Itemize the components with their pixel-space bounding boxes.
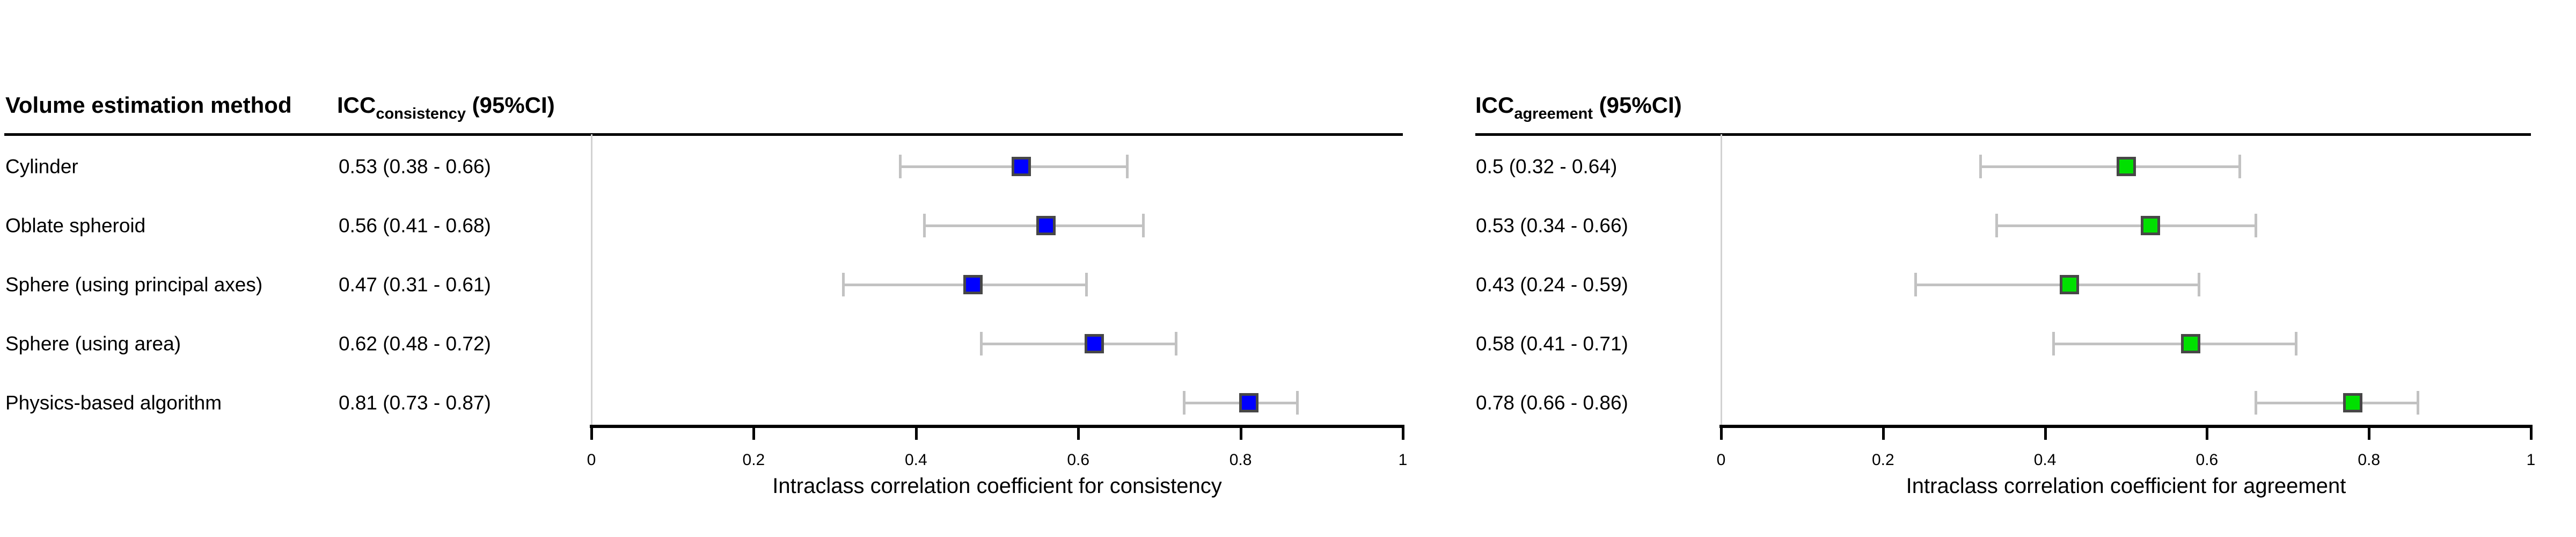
x-axis-tick-label: 0.2: [742, 451, 765, 469]
icc-consistency-header-prefix: ICC: [337, 92, 376, 118]
x-axis-tick-label: 1: [2526, 451, 2536, 469]
estimate-marker: [1012, 157, 1031, 176]
ci-cap-low: [979, 332, 983, 355]
method-label: Oblate spheroid: [5, 214, 146, 237]
ci-whisker: [924, 224, 1144, 227]
x-axis-line: [590, 425, 1404, 428]
ci-cap-high: [2416, 391, 2419, 415]
ci-cap-high: [1296, 391, 1299, 415]
ci-whisker: [1980, 165, 2240, 168]
ci-cap-low: [2052, 332, 2055, 355]
ci-value-label: 0.53 (0.34 - 0.66): [1476, 214, 1628, 237]
icc-consistency-header-subscript: consistency: [376, 105, 466, 122]
ci-value-label: 0.5 (0.32 - 0.64): [1476, 155, 1618, 178]
x-axis-tick-label: 1: [1398, 451, 1408, 469]
header-rule-left: [4, 133, 1403, 136]
icc-agreement-header: ICCagreement (95%CI): [1475, 92, 1682, 122]
zero-gridline: [591, 134, 592, 426]
ci-value-label: 0.58 (0.41 - 0.71): [1476, 332, 1628, 355]
x-axis-tick: [914, 428, 918, 440]
ci-value-label: 0.47 (0.31 - 0.61): [339, 273, 491, 296]
ci-cap-high: [2295, 332, 2298, 355]
ci-cap-low: [2254, 391, 2257, 415]
x-axis-tick-label: 0.8: [2358, 451, 2381, 469]
icc-consistency-header-suffix: (95%CI): [465, 92, 555, 118]
icc-consistency-header: ICCconsistency (95%CI): [337, 92, 555, 122]
x-axis-tick: [2044, 428, 2047, 440]
icc-agreement-header-suffix: (95%CI): [1593, 92, 1682, 118]
method-label: Sphere (using area): [5, 332, 181, 355]
ci-value-label: 0.53 (0.38 - 0.66): [339, 155, 491, 178]
ci-cap-high: [1085, 273, 1088, 296]
column-header-method: Volume estimation method: [5, 92, 292, 118]
x-axis-tick: [2368, 428, 2371, 440]
estimate-marker: [1036, 216, 1056, 235]
estimate-marker: [1239, 393, 1258, 412]
ci-cap-high: [2254, 214, 2257, 237]
icc-agreement-header-subscript: agreement: [1514, 105, 1593, 122]
x-axis-tick-label: 0.6: [2196, 451, 2219, 469]
ci-cap-low: [898, 155, 902, 178]
x-axis-tick-label: 0.4: [2033, 451, 2057, 469]
estimate-marker: [2116, 157, 2136, 176]
x-axis-tick: [1402, 428, 1404, 440]
estimate-marker: [2343, 393, 2363, 412]
x-axis-tick: [1077, 428, 1080, 440]
ci-value-label: 0.81 (0.73 - 0.87): [339, 391, 491, 414]
ci-cap-low: [1979, 155, 1982, 178]
x-axis-tick-label: 0.2: [1871, 451, 1894, 469]
zero-gridline: [1721, 134, 1722, 426]
ci-whisker: [980, 343, 1176, 345]
x-axis-tick: [2530, 428, 2533, 440]
ci-whisker: [1915, 284, 2199, 286]
x-axis-tick-label: 0.6: [1067, 451, 1090, 469]
method-label: Sphere (using principal axes): [5, 273, 263, 296]
ci-cap-high: [1174, 332, 1177, 355]
ci-cap-high: [2198, 273, 2201, 296]
x-axis-title: Intraclass correlation coefficient for c…: [772, 474, 1222, 498]
ci-cap-high: [1142, 214, 1145, 237]
x-axis-tick: [590, 428, 593, 440]
x-axis-tick-label: 0: [1716, 451, 1726, 469]
ci-whisker: [2255, 402, 2418, 404]
ci-value-label: 0.56 (0.41 - 0.68): [339, 214, 491, 237]
estimate-marker: [2059, 275, 2079, 294]
ci-value-label: 0.62 (0.48 - 0.72): [339, 332, 491, 355]
x-axis-tick: [1720, 428, 1723, 440]
ci-whisker: [2053, 343, 2296, 345]
ci-whisker: [1996, 224, 2256, 227]
estimate-marker: [1085, 334, 1104, 353]
x-axis-tick: [1239, 428, 1242, 440]
x-axis-tick: [1882, 428, 1885, 440]
x-axis-tick: [2206, 428, 2209, 440]
ci-cap-high: [2238, 155, 2241, 178]
method-label: Physics-based algorithm: [5, 391, 222, 414]
icc-agreement-header-prefix: ICC: [1475, 92, 1514, 118]
ci-value-label: 0.78 (0.66 - 0.86): [1476, 391, 1628, 414]
ci-cap-high: [1125, 155, 1129, 178]
x-axis-tick-label: 0: [587, 451, 596, 469]
x-axis-title: Intraclass correlation coefficient for a…: [1906, 474, 2346, 498]
header-rule-right: [1475, 133, 2531, 136]
x-axis-tick-label: 0.8: [1229, 451, 1252, 469]
estimate-marker: [2140, 216, 2160, 235]
ci-cap-low: [1914, 273, 1918, 296]
ci-cap-low: [841, 273, 845, 296]
ci-cap-low: [923, 214, 926, 237]
x-axis-tick-label: 0.4: [904, 451, 927, 469]
ci-value-label: 0.43 (0.24 - 0.59): [1476, 273, 1628, 296]
ci-cap-low: [1995, 214, 1999, 237]
estimate-marker: [963, 275, 983, 294]
method-label: Cylinder: [5, 155, 78, 178]
ci-cap-low: [1182, 391, 1185, 415]
x-axis-tick: [752, 428, 756, 440]
x-axis-line: [1719, 425, 2533, 428]
estimate-marker: [2181, 334, 2201, 353]
